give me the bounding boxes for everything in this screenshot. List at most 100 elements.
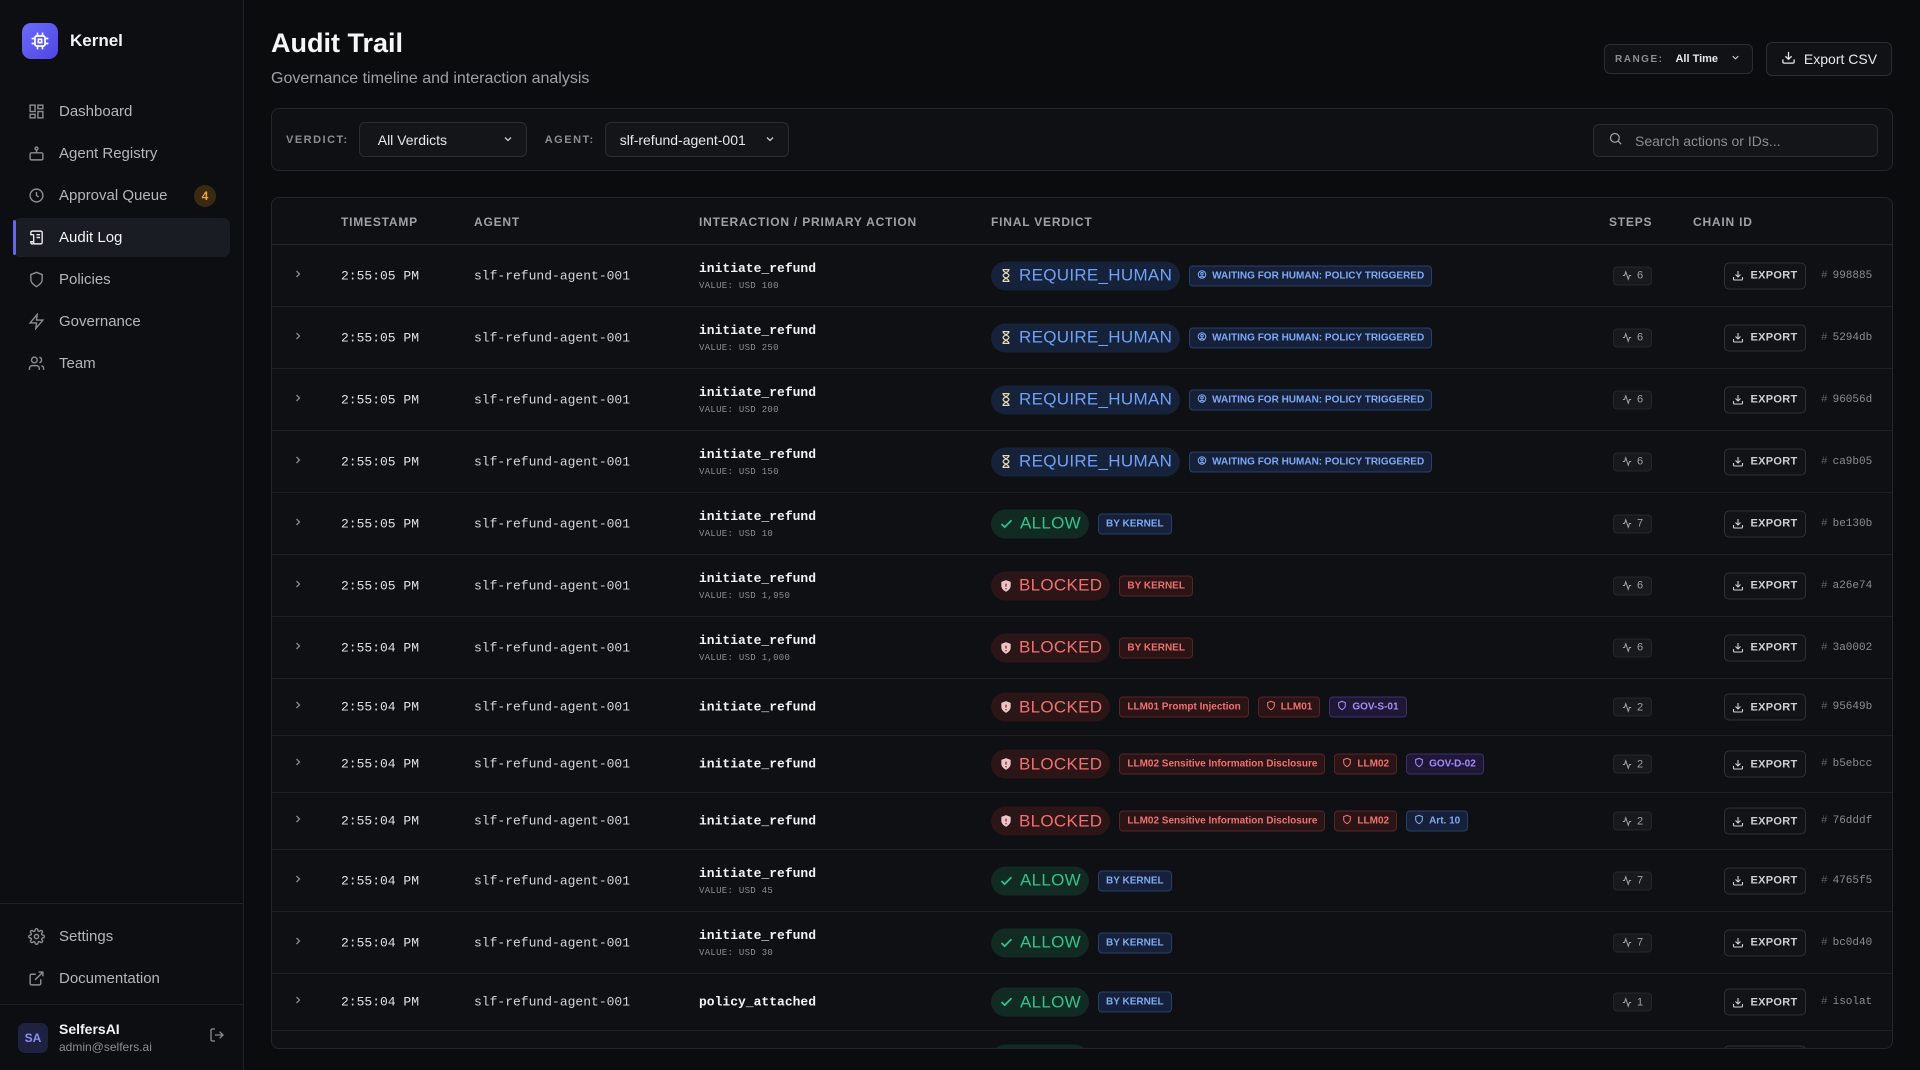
- sidebar-item-team[interactable]: Team: [13, 344, 230, 383]
- expand-chevron-icon[interactable]: [292, 391, 306, 409]
- expand-chevron-icon[interactable]: [292, 993, 306, 1011]
- export-label: EXPORT: [1750, 701, 1798, 713]
- col-chain-id[interactable]: CHAIN ID: [1693, 215, 1753, 229]
- table-row[interactable]: 2:55:04 PM slf-refund-agent-001 initiate_r…: [272, 850, 1892, 912]
- expand-chevron-icon[interactable]: [292, 872, 306, 890]
- expand-chevron-icon[interactable]: [292, 329, 306, 347]
- expand-chevron-icon[interactable]: [292, 934, 306, 952]
- chain-id[interactable]: #998885: [1821, 270, 1872, 282]
- row-export-button[interactable]: EXPORT: [1724, 807, 1806, 835]
- row-export-button[interactable]: EXPORT: [1724, 572, 1806, 599]
- chain-id[interactable]: # a26e74: [1821, 580, 1872, 592]
- sidebar-item-governance[interactable]: Governance: [13, 302, 230, 341]
- sidebar-item-approval-queue[interactable]: Approval Queue 4: [13, 176, 230, 215]
- user-profile[interactable]: SA SelfersAI admin@selfers.ai: [0, 1004, 243, 1070]
- row-timestamp: 2:55:04 PM: [341, 935, 420, 950]
- row-export-button[interactable]: EXPORT: [1724, 324, 1806, 351]
- sidebar-item-dashboard[interactable]: Dashboard: [13, 92, 230, 131]
- sidebar-item-label: Policies: [59, 271, 111, 288]
- expand-chevron-icon[interactable]: [292, 577, 306, 595]
- chain-id-value: 95649b: [1832, 701, 1873, 713]
- table-row[interactable]: 2:55:05 PM slf-refund-agent-001 initiate_r…: [272, 307, 1892, 369]
- table-row[interactable]: 2:55:05 PM slf-refund-agent-001 initiate_r…: [272, 555, 1892, 617]
- activity-icon: [1622, 332, 1632, 343]
- chain-id[interactable]: #4765f5: [1821, 875, 1872, 887]
- row-export-button[interactable]: EXPORT: [1724, 634, 1806, 661]
- table-row[interactable]: 2:55:05 PM slf-refund-agent-001 initiate_r…: [272, 493, 1892, 555]
- agent-select[interactable]: slf-refund-agent-001: [604, 122, 789, 157]
- chain-id[interactable]: # bc0d40: [1821, 937, 1872, 949]
- chain-id[interactable]: #95649b: [1821, 701, 1872, 713]
- row-export-button[interactable]: EXPORT: [1724, 988, 1806, 1016]
- expand-chevron-icon[interactable]: [292, 515, 306, 533]
- expand-chevron-icon[interactable]: [292, 267, 306, 285]
- row-export-button[interactable]: EXPORT: [1724, 262, 1806, 289]
- search-box[interactable]: [1593, 124, 1878, 157]
- row-export-button[interactable]: EXPORT: [1724, 386, 1806, 413]
- table-row[interactable]: 2:55:04 PM slf-refund-agent-001 policy_att…: [272, 974, 1892, 1031]
- col-verdict[interactable]: FINAL VERDICT: [991, 215, 1093, 229]
- steps-count: 6: [1637, 331, 1644, 344]
- chain-id[interactable]: #3a0002: [1821, 642, 1872, 654]
- expand-chevron-icon[interactable]: [292, 755, 306, 773]
- verdict-tag-label: BY KERNEL: [1106, 875, 1164, 886]
- hash-icon: #: [1821, 758, 1828, 770]
- sidebar-item-policies[interactable]: Policies: [13, 260, 230, 299]
- row-export-button[interactable]: EXPORT: [1724, 1045, 1806, 1048]
- hash-icon: #: [1821, 996, 1828, 1008]
- table-row[interactable]: 2:55:04 PMslf-refund-agent-001agent_regi…: [272, 1031, 1892, 1048]
- brand[interactable]: Kernel: [0, 0, 243, 82]
- verdict-label: BLOCKED: [1019, 637, 1103, 657]
- table-row[interactable]: 2:55:04 PM slf-refund-agent-001 initiate_r…: [272, 793, 1892, 850]
- verdict-badge: BLOCKED: [991, 571, 1111, 600]
- row-export-button[interactable]: EXPORT: [1724, 750, 1806, 778]
- table-row[interactable]: 2:55:05 PM slf-refund-agent-001 initiate_r…: [272, 369, 1892, 431]
- table-row[interactable]: 2:55:04 PM slf-refund-agent-001 initiate_r…: [272, 617, 1892, 679]
- table-row[interactable]: 2:55:05 PM slf-refund-agent-001 initiate_r…: [272, 431, 1892, 493]
- chain-id[interactable]: #96056d: [1821, 394, 1872, 406]
- export-csv-button[interactable]: Export CSV: [1766, 42, 1892, 76]
- verdict-tag-label: LLM02 Sensitive Information Disclosure: [1127, 815, 1318, 827]
- verdict-select[interactable]: All Verdicts: [358, 122, 527, 157]
- expand-chevron-icon[interactable]: [292, 812, 306, 830]
- expand-chevron-icon[interactable]: [292, 639, 306, 657]
- chain-id[interactable]: #5294db: [1821, 332, 1872, 344]
- row-agent: slf-refund-agent-001: [474, 268, 631, 283]
- col-interaction[interactable]: INTERACTION / PRIMARY ACTION: [699, 215, 917, 229]
- export-label: EXPORT: [1750, 517, 1798, 530]
- col-steps[interactable]: STEPS: [1609, 215, 1653, 229]
- logout-icon[interactable]: [209, 1027, 225, 1048]
- expand-chevron-icon[interactable]: [292, 453, 306, 471]
- steps-count: 7: [1637, 517, 1644, 530]
- verdict-tag: LLM02 Sensitive Information Disclosure: [1119, 810, 1326, 832]
- sidebar-item-documentation[interactable]: Documentation: [13, 959, 230, 998]
- row-verdict: BLOCKED LLM02 Sensitive Information Discl…: [991, 749, 1484, 779]
- row-export-button[interactable]: EXPORT: [1724, 693, 1806, 721]
- sidebar-item-settings[interactable]: Settings: [13, 917, 230, 956]
- table-row[interactable]: 2:55:04 PM slf-refund-agent-001 initiate_r…: [272, 679, 1892, 736]
- chain-id-value: ca9b05: [1832, 455, 1873, 468]
- range-select[interactable]: RANGE: All Time: [1604, 44, 1753, 74]
- row-export-button[interactable]: EXPORT: [1724, 510, 1806, 537]
- sidebar-item-agent-registry[interactable]: Agent Registry: [13, 134, 230, 173]
- row-verdict: ALLOW BY KERNEL: [991, 866, 1172, 895]
- chain-id[interactable]: # b5ebcc: [1821, 758, 1872, 770]
- verdict-select-value: All Verdicts: [377, 131, 447, 148]
- table-row[interactable]: 2:55:04 PM slf-refund-agent-001 initiate_r…: [272, 912, 1892, 974]
- search-input[interactable]: [1635, 132, 1855, 149]
- row-export-button[interactable]: EXPORT: [1724, 448, 1806, 475]
- table-row[interactable]: 2:55:05 PM slf-refund-agent-001 initiate_r…: [272, 245, 1892, 307]
- sidebar-item-audit-log[interactable]: Audit Log: [13, 218, 230, 257]
- expand-chevron-icon[interactable]: [292, 698, 306, 716]
- row-timestamp: 2:55:04 PM: [341, 994, 420, 1010]
- chain-id[interactable]: # ca9b05: [1821, 456, 1872, 468]
- table-row[interactable]: 2:55:04 PM slf-refund-agent-001 initiate_r…: [272, 736, 1892, 793]
- chain-id[interactable]: # isolat: [1821, 996, 1872, 1008]
- chain-id[interactable]: # be130b: [1821, 518, 1872, 530]
- col-timestamp[interactable]: TIMESTAMP: [341, 215, 418, 229]
- verdict-tag: LLM02: [1334, 810, 1398, 832]
- chain-id[interactable]: #76dddf: [1821, 815, 1872, 827]
- row-export-button[interactable]: EXPORT: [1724, 929, 1806, 956]
- row-export-button[interactable]: EXPORT: [1724, 867, 1806, 894]
- col-agent[interactable]: AGENT: [474, 215, 520, 229]
